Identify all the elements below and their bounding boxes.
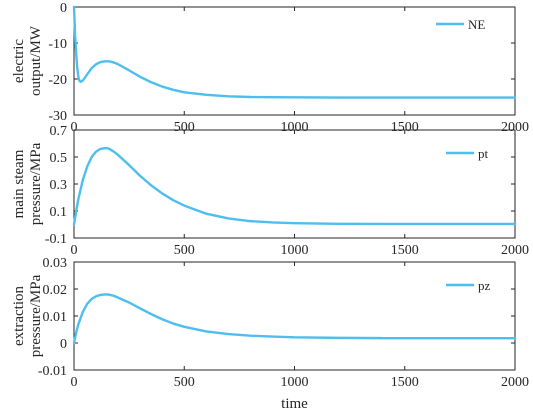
panel-main-steam-pressure: 0 500 1000 1500 2000 -0.1 0.1 0.3 0.5 0.7 main ste… [11,124,529,258]
panel-extraction-pressure: 0 500 1000 1500 2000 -0.01 0 0.01 0.02 0.03 extrac… [11,256,529,412]
y-tick-label: 0.01 [43,310,68,325]
legend-label: pz [478,278,491,293]
legend: NE [432,14,508,34]
y-axis-label: extractionpressure/MPa [11,274,44,357]
y-axis-label-line: pressure/MPa [28,142,44,225]
y-tick-label: -20 [48,73,67,88]
x-tick-label: 1000 [281,120,309,135]
x-tick-label: 1000 [281,375,309,390]
y-tick-label: 0 [60,337,67,352]
x-tick-label: 0 [71,375,78,390]
series-line-pt [72,147,517,226]
x-tick-label: 500 [174,120,195,135]
x-tick-label: 1500 [391,120,419,135]
y-axis-label-line: electric [11,39,27,83]
y-tick-label: 0.3 [50,178,68,193]
x-tick-label: 0 [71,243,78,258]
y-tick-label: -10 [48,37,67,52]
y-tick-label: -30 [48,109,67,124]
y-tick-label: 0.03 [43,256,68,271]
y-tick-label: 0.7 [50,124,68,139]
y-tick-label: 0.5 [50,151,68,166]
legend: pz [442,275,508,295]
x-tick-label: 2000 [501,375,529,390]
legend: pt [442,143,508,163]
x-tick-label: 0 [71,120,78,135]
legend-box [442,143,508,163]
y-tick-label: -0.1 [45,232,67,247]
legend-box [442,275,508,295]
legend-label: NE [468,17,485,32]
y-axis-label-line: main steam [11,149,27,218]
y-tick-label: 0 [60,1,67,16]
legend-box [432,14,508,34]
x-tick-label: 500 [174,375,195,390]
x-tick-label: 2000 [501,120,529,135]
y-axis-label-line: extraction [11,286,27,346]
y-axis-label-line: pressure/MPa [28,274,44,357]
x-tick-label: 500 [174,243,195,258]
y-axis-label-line: output/MW [28,25,44,96]
series-line-pz [72,293,517,345]
x-tick-label: 1500 [391,375,419,390]
y-axis-label: electricoutput/MW [11,25,44,96]
x-axis-label: time [281,396,308,412]
legend-label: pt [478,146,489,161]
series-line-NE [72,5,517,99]
y-tick-label: -0.01 [38,364,67,379]
x-tick-label: 2000 [501,243,529,258]
panel-electric-output: 0 500 1000 1500 2000 -30 -20 -10 0 electricoutput… [11,1,529,135]
x-tick-label: 1000 [281,243,309,258]
y-tick-label: 0.1 [50,205,68,220]
y-axis-label: main steampressure/MPa [11,142,44,225]
x-tick-label: 1500 [391,243,419,258]
y-tick-label: 0.02 [43,283,68,298]
